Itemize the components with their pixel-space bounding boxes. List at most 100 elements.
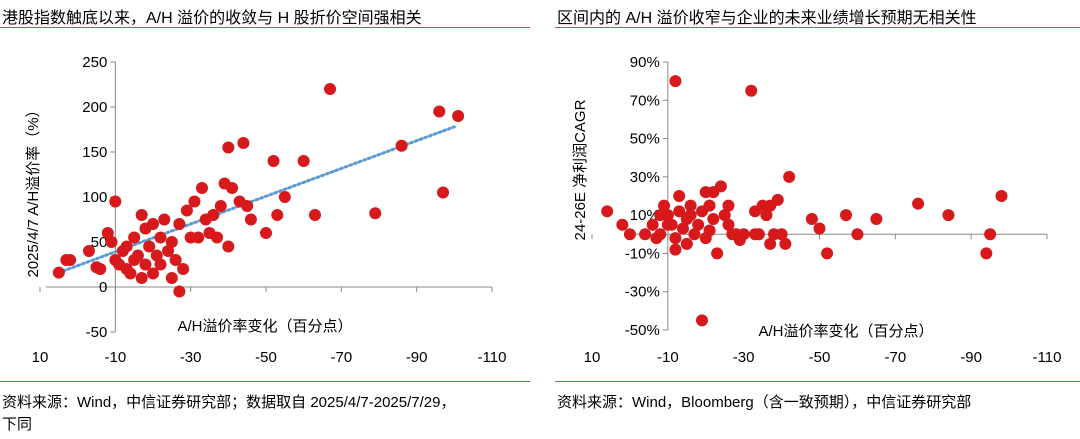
- data-point: [278, 191, 291, 203]
- chart-title: 区间内的 A/H 溢价收窄与企业的未来业绩增长预期无相关性: [557, 10, 977, 27]
- data-point: [158, 213, 171, 226]
- data-point: [684, 209, 697, 222]
- data-point: [623, 228, 636, 241]
- data-point: [162, 245, 175, 257]
- left-chart-panel: 港股指数触底以来，A/H 溢价的收敛与 H 股折价空间强相关 250 200 150…: [0, 0, 530, 439]
- data-point: [711, 247, 724, 260]
- data-point: [984, 228, 997, 241]
- data-point: [195, 182, 208, 194]
- data-point: [737, 228, 750, 241]
- data-point: [703, 224, 716, 237]
- data-point: [222, 141, 235, 154]
- data-point: [616, 218, 629, 231]
- data-point: [665, 218, 678, 231]
- data-point: [718, 209, 731, 222]
- data-point: [188, 195, 201, 208]
- y-tick-label: 200: [82, 99, 107, 116]
- data-point: [109, 195, 122, 208]
- source-note: 资料来源：Wind，中信证券研究部；数据取自 2025/4/7-2025/7/2…: [2, 392, 455, 436]
- data-point: [165, 272, 178, 284]
- data-point: [851, 228, 864, 241]
- data-point: [94, 263, 107, 275]
- y-tick-label: -50: [86, 324, 108, 341]
- data-point: [673, 205, 686, 218]
- x-tick-label: -70: [884, 349, 906, 366]
- data-point: [211, 231, 224, 244]
- data-point: [101, 227, 114, 239]
- data-point: [980, 247, 993, 260]
- data-point: [942, 209, 955, 222]
- data-point: [64, 254, 77, 266]
- data-point: [714, 180, 727, 193]
- data-point: [271, 209, 284, 221]
- data-point: [131, 249, 144, 262]
- data-point: [369, 207, 382, 220]
- data-point: [707, 212, 720, 225]
- x-tick-label: -10: [657, 349, 679, 366]
- data-point: [752, 228, 765, 241]
- scatter-chart-left: 250 200 150 100 50 0 -50 10 -10 -30 -50 -70 -90 -110 A…: [25, 54, 506, 366]
- data-point: [695, 314, 708, 327]
- scatter-chart-right: 90%70%50%30%10%-10%-30%-50%10 -10 -30 -50 -7…: [572, 54, 1061, 366]
- data-point: [241, 200, 254, 212]
- data-point: [177, 263, 190, 275]
- data-point: [745, 84, 758, 97]
- title-rule: [0, 27, 530, 28]
- y-axis-title: 24-26E 净利润CAGR: [572, 99, 589, 240]
- data-point: [173, 285, 186, 298]
- data-point: [912, 197, 925, 210]
- x-tick-label: 10: [32, 349, 49, 366]
- x-tick-label: -90: [406, 349, 428, 366]
- data-point: [437, 186, 450, 199]
- x-axis-title: A/H溢价率变化（百分点）: [758, 323, 933, 340]
- x-axis-title: A/H溢价率变化（百分点）: [177, 318, 352, 335]
- data-point: [669, 232, 682, 245]
- data-point: [703, 199, 716, 212]
- data-point: [677, 222, 689, 235]
- y-tick-label: 150: [82, 144, 107, 161]
- data-point: [180, 204, 193, 217]
- x-tick-label: -70: [330, 349, 352, 366]
- data-point: [680, 237, 693, 250]
- data-point: [120, 240, 133, 253]
- data-point: [870, 212, 883, 225]
- y-tick-label: 250: [82, 54, 107, 71]
- data-point: [684, 199, 697, 212]
- data-point: [783, 170, 796, 183]
- y-tick-label: -30%: [625, 284, 660, 301]
- data-point: [771, 193, 784, 206]
- data-point: [764, 237, 777, 250]
- data-point: [169, 254, 182, 266]
- y-tick-label: 70%: [630, 92, 660, 109]
- y-tick-label: 100: [82, 189, 107, 206]
- data-point: [124, 267, 137, 280]
- data-point: [82, 245, 95, 257]
- source-rule: [555, 381, 1080, 382]
- data-point: [840, 209, 853, 222]
- source-line-2: 下同: [2, 416, 33, 433]
- chart-title: 港股指数触底以来，A/H 溢价的收敛与 H 股折价空间强相关: [2, 10, 422, 27]
- data-point: [658, 199, 671, 212]
- y-tick-label: 30%: [630, 169, 660, 186]
- data-point: [154, 231, 167, 244]
- source-note: 资料来源：Wind，Bloomberg（含一致预期），中信证券研究部: [557, 392, 971, 414]
- data-point: [260, 227, 272, 239]
- data-point: [237, 137, 250, 149]
- y-tick-label: -50%: [625, 322, 660, 339]
- data-point: [135, 209, 148, 221]
- data-point: [601, 205, 614, 218]
- data-point: [165, 236, 178, 248]
- data-point: [805, 212, 818, 225]
- data-point: [722, 199, 735, 212]
- data-point: [646, 218, 659, 231]
- x-tick-label: -90: [960, 349, 982, 366]
- y-tick-label: 0: [99, 279, 107, 296]
- data-point: [143, 240, 156, 253]
- y-tick-label: 90%: [630, 54, 660, 71]
- x-tick-label: -10: [104, 349, 126, 366]
- source-line-1: 资料来源：Wind，中信证券研究部；数据取自 2025/4/7-2025/7/2…: [2, 394, 456, 411]
- data-point: [135, 272, 148, 284]
- data-point: [995, 190, 1008, 202]
- source-line-1: 资料来源：Wind，Bloomberg（含一致预期），中信证券研究部: [557, 394, 972, 411]
- data-point: [452, 110, 465, 122]
